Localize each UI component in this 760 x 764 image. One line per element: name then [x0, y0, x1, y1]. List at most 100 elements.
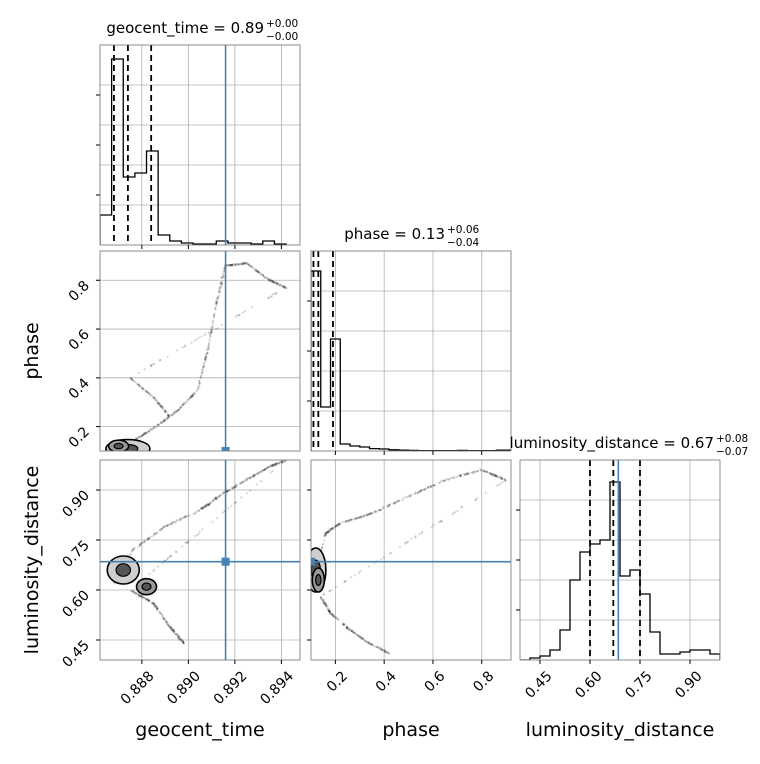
sample-point — [357, 516, 360, 519]
sample-point — [378, 508, 381, 511]
sample-point — [438, 481, 441, 484]
sample-point — [183, 345, 186, 348]
sample-point — [176, 410, 179, 413]
sample-point — [269, 279, 272, 282]
sample-point — [146, 537, 150, 540]
sample-point — [497, 476, 500, 479]
sample-point — [171, 629, 174, 632]
sample-point — [346, 520, 350, 523]
sample-point — [210, 330, 213, 334]
sample-point — [324, 603, 327, 606]
sample-point — [136, 382, 139, 385]
sample-point — [152, 602, 156, 605]
sample-point — [355, 517, 358, 520]
sample-point — [325, 605, 328, 608]
sample-point — [462, 472, 465, 475]
sample-point — [337, 523, 341, 526]
sample-point — [209, 501, 212, 504]
sample-point — [418, 490, 421, 493]
sample-point — [165, 619, 168, 623]
sample-point — [240, 263, 243, 266]
sample-point — [495, 484, 499, 487]
sample-point — [361, 637, 365, 640]
sample-point — [200, 507, 203, 510]
sample-point — [177, 519, 180, 522]
sample-point — [241, 311, 244, 314]
sample-point — [175, 519, 178, 522]
sample-point — [177, 634, 180, 638]
sample-point — [344, 579, 347, 583]
sample-point — [156, 607, 159, 610]
sample-point — [210, 328, 213, 331]
sample-point — [341, 520, 344, 524]
y-axis-label: luminosity_distance — [21, 466, 43, 655]
sample-point — [143, 540, 146, 543]
sample-point — [218, 494, 222, 497]
sample-point — [275, 282, 278, 285]
sample-point — [235, 483, 238, 486]
sample-point — [206, 503, 210, 506]
sample-point — [364, 640, 367, 643]
sample-point — [332, 527, 335, 530]
sample-point — [406, 540, 410, 543]
sample-point — [178, 407, 181, 410]
sample-point — [163, 420, 166, 423]
sample-point — [179, 639, 183, 642]
sample-point — [269, 279, 273, 282]
grid — [100, 45, 300, 245]
sample-point — [207, 331, 210, 334]
sample-point — [251, 475, 255, 478]
sample-point — [162, 617, 166, 620]
sample-point — [220, 282, 223, 286]
sample-point — [495, 474, 498, 477]
sample-point — [218, 290, 221, 293]
sample-point — [197, 387, 200, 390]
sample-point — [200, 368, 204, 371]
sample-point — [219, 493, 222, 497]
sample-point — [383, 649, 386, 652]
sample-point — [406, 541, 409, 544]
sample-point — [252, 475, 255, 478]
sample-point — [453, 476, 456, 479]
sample-point — [356, 633, 359, 637]
sample-point — [226, 263, 229, 267]
sample-point — [330, 613, 333, 616]
sample-point — [283, 460, 286, 463]
sample-point — [324, 531, 327, 535]
sample-point — [226, 264, 229, 267]
sample-point — [230, 264, 233, 267]
sample-point — [331, 527, 334, 530]
sample-point — [154, 605, 157, 608]
sample-point — [180, 639, 184, 642]
sample-point — [351, 518, 355, 521]
sample-point — [463, 473, 466, 476]
sample-point — [367, 641, 370, 644]
y-tick-label: 0.75 — [59, 538, 92, 571]
sample-point — [192, 393, 195, 396]
sample-point — [373, 511, 376, 514]
sample-point — [179, 405, 183, 408]
sample-point — [353, 631, 356, 634]
sample-point — [171, 628, 174, 631]
sample-point — [155, 606, 159, 609]
sample-point — [494, 474, 497, 477]
sample-point — [270, 279, 273, 282]
sample-point — [232, 486, 235, 489]
sample-point — [153, 397, 156, 400]
sample-point — [364, 639, 367, 642]
sample-point — [210, 331, 213, 334]
sample-point — [503, 478, 506, 481]
sample-point — [358, 635, 361, 638]
axes-frame — [310, 459, 512, 661]
sample-point — [144, 390, 148, 393]
sample-point — [168, 415, 171, 418]
sample-point — [152, 602, 155, 606]
sample-point — [367, 565, 371, 568]
sample-point — [243, 261, 246, 265]
sample-point — [152, 601, 155, 604]
sample-point — [150, 363, 153, 367]
sample-point — [143, 432, 146, 435]
sample-point — [135, 436, 138, 440]
sample-point — [148, 392, 151, 395]
sample-point — [170, 626, 173, 629]
